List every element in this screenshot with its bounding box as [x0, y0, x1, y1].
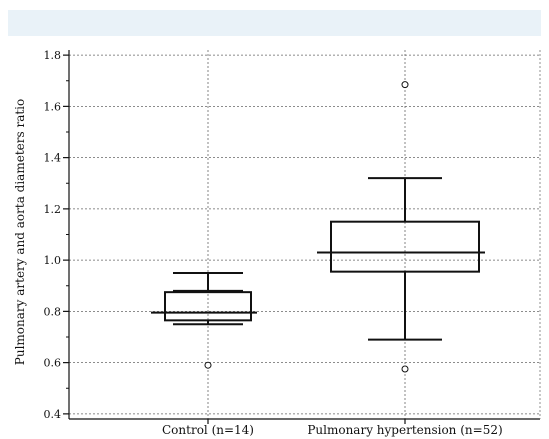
iqr-box: [330, 220, 480, 273]
y-tick-label: 1.8: [44, 49, 62, 62]
y-tick-label: 0.6: [44, 357, 62, 370]
y-tick-label: 0.8: [44, 305, 62, 318]
outlier-point: [401, 365, 409, 373]
category-label: Control (n=14): [162, 423, 254, 437]
boxes-layer: [151, 81, 485, 373]
y-tick-label: 1.6: [44, 100, 62, 113]
outlier-point: [401, 81, 409, 89]
iqr-box: [164, 291, 252, 322]
category-label: Pulmonary hypertension (n=52): [307, 423, 502, 437]
y-tick-label: 1.4: [44, 152, 62, 165]
labels-layer: Control (n=14) Pulmonary hypertension (n=…: [162, 423, 503, 437]
y-tick-label: 1.2: [44, 203, 62, 216]
y-axis-title: Pulmonary artery and aorta diameters rat…: [13, 99, 27, 365]
y-tick-label: 0.4: [44, 408, 62, 421]
y-tick-label: 1.0: [44, 254, 62, 267]
box-group: [317, 81, 485, 373]
grid-layer: [69, 50, 540, 419]
box-group: [151, 271, 257, 369]
header-band: [8, 10, 541, 36]
outlier-point: [204, 361, 212, 369]
ticks-layer: 0.4 0.6 0.8 1.0 1.2 1.4 1.6 1.8: [44, 49, 406, 424]
axes-layer: [68, 50, 541, 420]
